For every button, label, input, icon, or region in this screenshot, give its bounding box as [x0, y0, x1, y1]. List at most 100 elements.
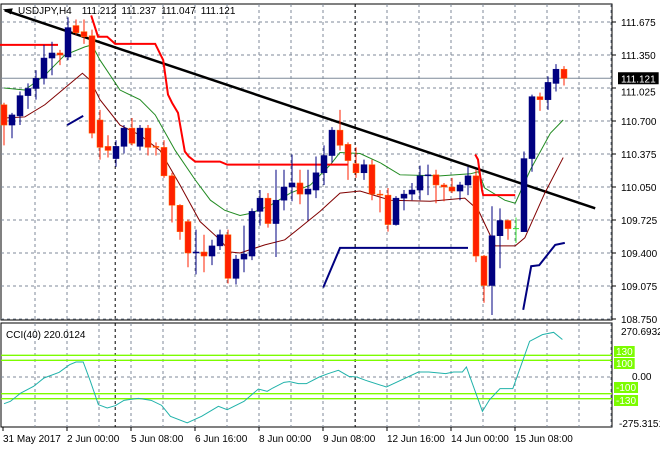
cci-line [3, 331, 563, 424]
candle-body [216, 234, 224, 247]
candle [280, 169, 288, 211]
candle [112, 140, 120, 167]
candle-body [200, 251, 208, 257]
candle-body [336, 129, 344, 146]
candle-body [368, 164, 376, 195]
candle-body [560, 68, 568, 79]
current-price-badge [618, 72, 659, 85]
candle-body [536, 96, 544, 100]
candle [32, 70, 40, 100]
x-tick-label: 31 May 2017 [3, 434, 61, 445]
candle-body [128, 127, 136, 144]
candle [513, 217, 519, 243]
cci-level-badge [614, 395, 639, 406]
candle-body [72, 25, 80, 33]
candle [256, 190, 264, 226]
x-tick-label: 12 Jun 16:00 [387, 434, 445, 445]
candle-body [360, 164, 368, 174]
candle [480, 255, 488, 303]
x-tick-label: 2 Jun 00:00 [67, 434, 120, 445]
candle-body [24, 88, 32, 96]
y-tick-label: 109.725 [621, 216, 658, 227]
candle-body [328, 129, 336, 156]
candle [496, 208, 504, 269]
candle [400, 190, 408, 211]
candle [536, 92, 544, 111]
cci-level-label: 100 [616, 359, 633, 370]
y-tick-label: 110.050 [621, 183, 657, 194]
cci-title: CCI(40) 220.0124 [6, 330, 86, 341]
candle-body [384, 194, 392, 225]
ohlc-high: 111.237 [121, 6, 156, 17]
candle [40, 44, 48, 85]
candle-body [472, 175, 480, 257]
candle [376, 190, 384, 213]
candle [16, 91, 24, 126]
candle [136, 125, 144, 151]
candle-body [488, 235, 496, 286]
candle-body [456, 184, 464, 192]
candle-body [136, 127, 144, 147]
blue-line-segment [522, 241, 566, 311]
candle [328, 127, 336, 163]
cci-level-label: -100 [616, 383, 636, 394]
candle-body [96, 119, 104, 148]
candle [520, 151, 528, 232]
cci-max-label: 270.6932 [621, 327, 660, 338]
candle-body [168, 175, 176, 206]
candle-body [280, 186, 288, 201]
candle [128, 117, 136, 146]
x-tick-label: 6 Jun 16:00 [195, 434, 248, 445]
candle-body [552, 68, 560, 84]
candle-body [256, 197, 264, 212]
candle-body [312, 172, 320, 191]
candle [24, 83, 32, 109]
candle-body [208, 245, 216, 257]
candle [96, 109, 104, 160]
cci-panel-frame [0, 322, 613, 428]
candle-body [240, 253, 248, 260]
x-tick-label: 9 Jun 08:00 [323, 434, 376, 445]
cci-level-badge [614, 358, 635, 369]
candle [464, 166, 472, 196]
candle [416, 165, 424, 201]
candle-body [272, 199, 280, 224]
candle-body [104, 146, 112, 151]
candle [440, 182, 448, 202]
candle-body [392, 197, 400, 225]
candle-body [400, 193, 408, 199]
main-panel-frame [0, 3, 613, 321]
candle [408, 182, 416, 201]
candle [544, 76, 552, 110]
candle [168, 172, 176, 223]
x-tick-label: 15 Jun 08:00 [515, 434, 573, 445]
candle [248, 208, 256, 261]
candle [56, 49, 64, 66]
trendline [4, 9, 596, 210]
candle-body [520, 158, 528, 232]
candle-body [184, 221, 192, 254]
candle [216, 229, 224, 250]
stop-line-segment [90, 15, 348, 166]
candle-body [416, 175, 424, 191]
candle [72, 19, 80, 35]
blue-line-segment [66, 115, 84, 126]
candle-body [296, 182, 304, 195]
candle [192, 229, 200, 275]
candle-body [448, 186, 456, 192]
candle-body [424, 174, 432, 177]
candle [160, 140, 168, 178]
candle [64, 17, 72, 61]
trendline-arrow-icon [2, 8, 13, 15]
cci-level-badge [614, 346, 635, 357]
candle [208, 239, 216, 266]
candle [88, 29, 96, 139]
series [0, 8, 596, 424]
stop-line-segment [474, 154, 516, 197]
cci-min-label: -275.3151 [619, 419, 660, 430]
candle-body [352, 163, 360, 174]
y-tick-label: 109.075 [621, 282, 658, 293]
candle-body [8, 114, 16, 126]
